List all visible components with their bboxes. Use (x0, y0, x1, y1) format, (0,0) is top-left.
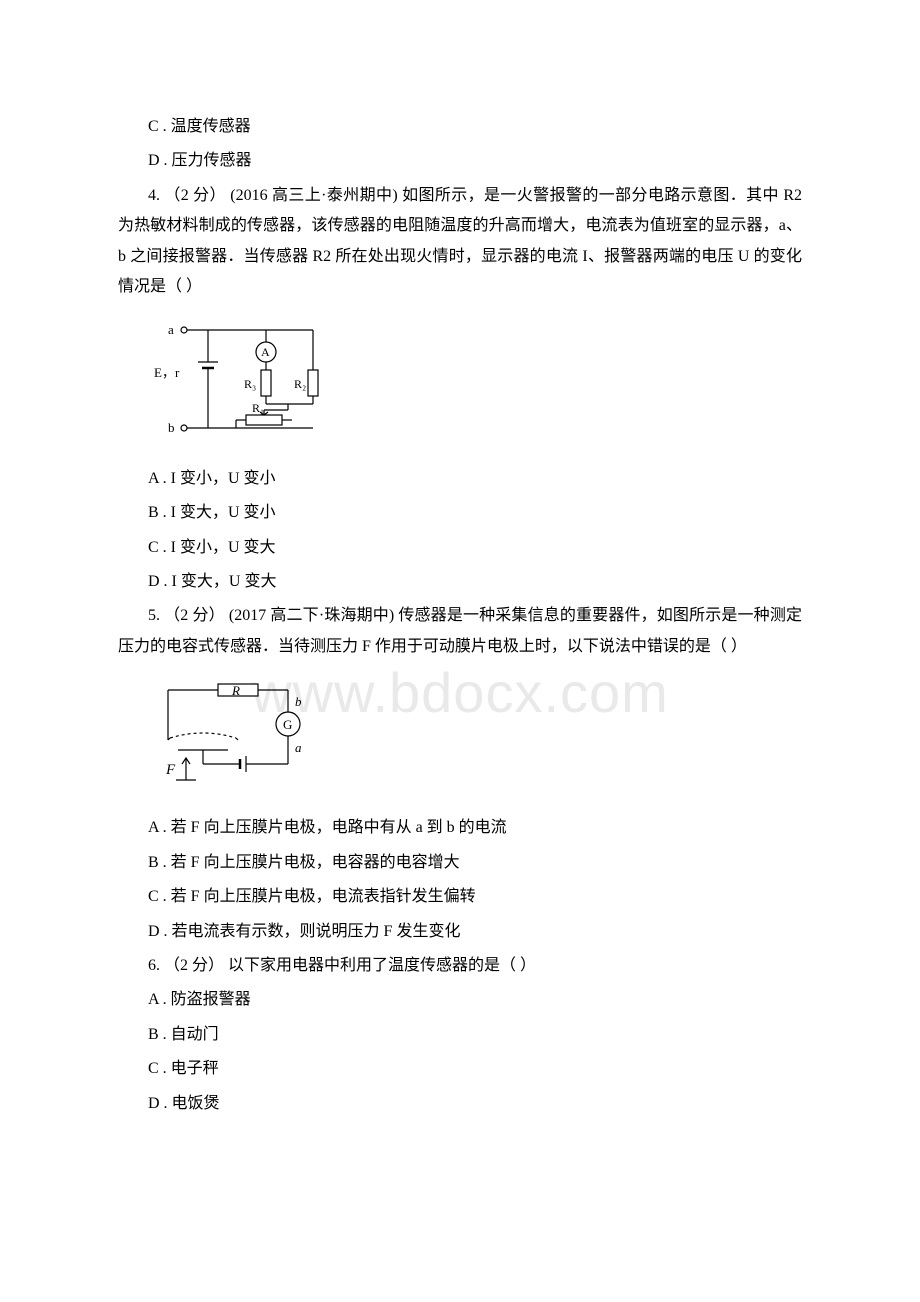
q5-option-c: C . 若 F 向上压膜片电极，电流表指针发生偏转 (148, 882, 802, 912)
q4-option-a: A . I 变小，U 变小 (148, 464, 802, 494)
label-R3: R₃ (244, 377, 256, 391)
q4-stem: 4. （2 分） (2016 高三上·泰州期中) 如图所示，是一火警报警的一部分… (118, 181, 802, 303)
label-a: a (168, 322, 174, 337)
label-A: A (261, 345, 270, 359)
q5-option-a: A . 若 F 向上压膜片电极，电路中有从 a 到 b 的电流 (148, 813, 802, 843)
q3-option-c: C . 温度传感器 (148, 112, 802, 142)
q4-option-d: D . I 变大，U 变大 (148, 567, 802, 597)
q5-circuit-diagram: R b G a (148, 672, 802, 803)
label-E: E，r (154, 365, 180, 380)
q5-option-d: D . 若电流表有示数，则说明压力 F 发生变化 (148, 917, 802, 947)
label-F: F (165, 762, 176, 778)
q4-option-b: B . I 变大，U 变小 (148, 498, 802, 528)
q5-stem: 5. （2 分） (2017 高二下·珠海期中) 传感器是一种采集信息的重要器件… (118, 601, 802, 662)
q3-option-d: D . 压力传感器 (148, 146, 802, 176)
q4-circuit-diagram: a b E，r A R₃ (148, 312, 802, 453)
label-b: b (168, 420, 175, 435)
q5-option-b: B . 若 F 向上压膜片电极，电容器的电容增大 (148, 848, 802, 878)
q6-option-d: D . 电饭煲 (148, 1089, 802, 1119)
label-a-q5: a (295, 740, 302, 755)
page-content: C . 温度传感器 D . 压力传感器 4. （2 分） (2016 高三上·泰… (118, 112, 802, 1119)
q4-option-c: C . I 变小，U 变大 (148, 533, 802, 563)
q6-option-a: A . 防盗报警器 (148, 985, 802, 1015)
label-G: G (283, 717, 292, 732)
q6-option-c: C . 电子秤 (148, 1054, 802, 1084)
label-R1: R₁ (252, 401, 264, 415)
label-R2: R₂ (294, 377, 306, 391)
q6-option-b: B . 自动门 (148, 1020, 802, 1050)
label-b-q5: b (295, 694, 302, 709)
q6-stem: 6. （2 分） 以下家用电器中利用了温度传感器的是（ ） (148, 951, 802, 981)
label-R: R (231, 683, 240, 698)
